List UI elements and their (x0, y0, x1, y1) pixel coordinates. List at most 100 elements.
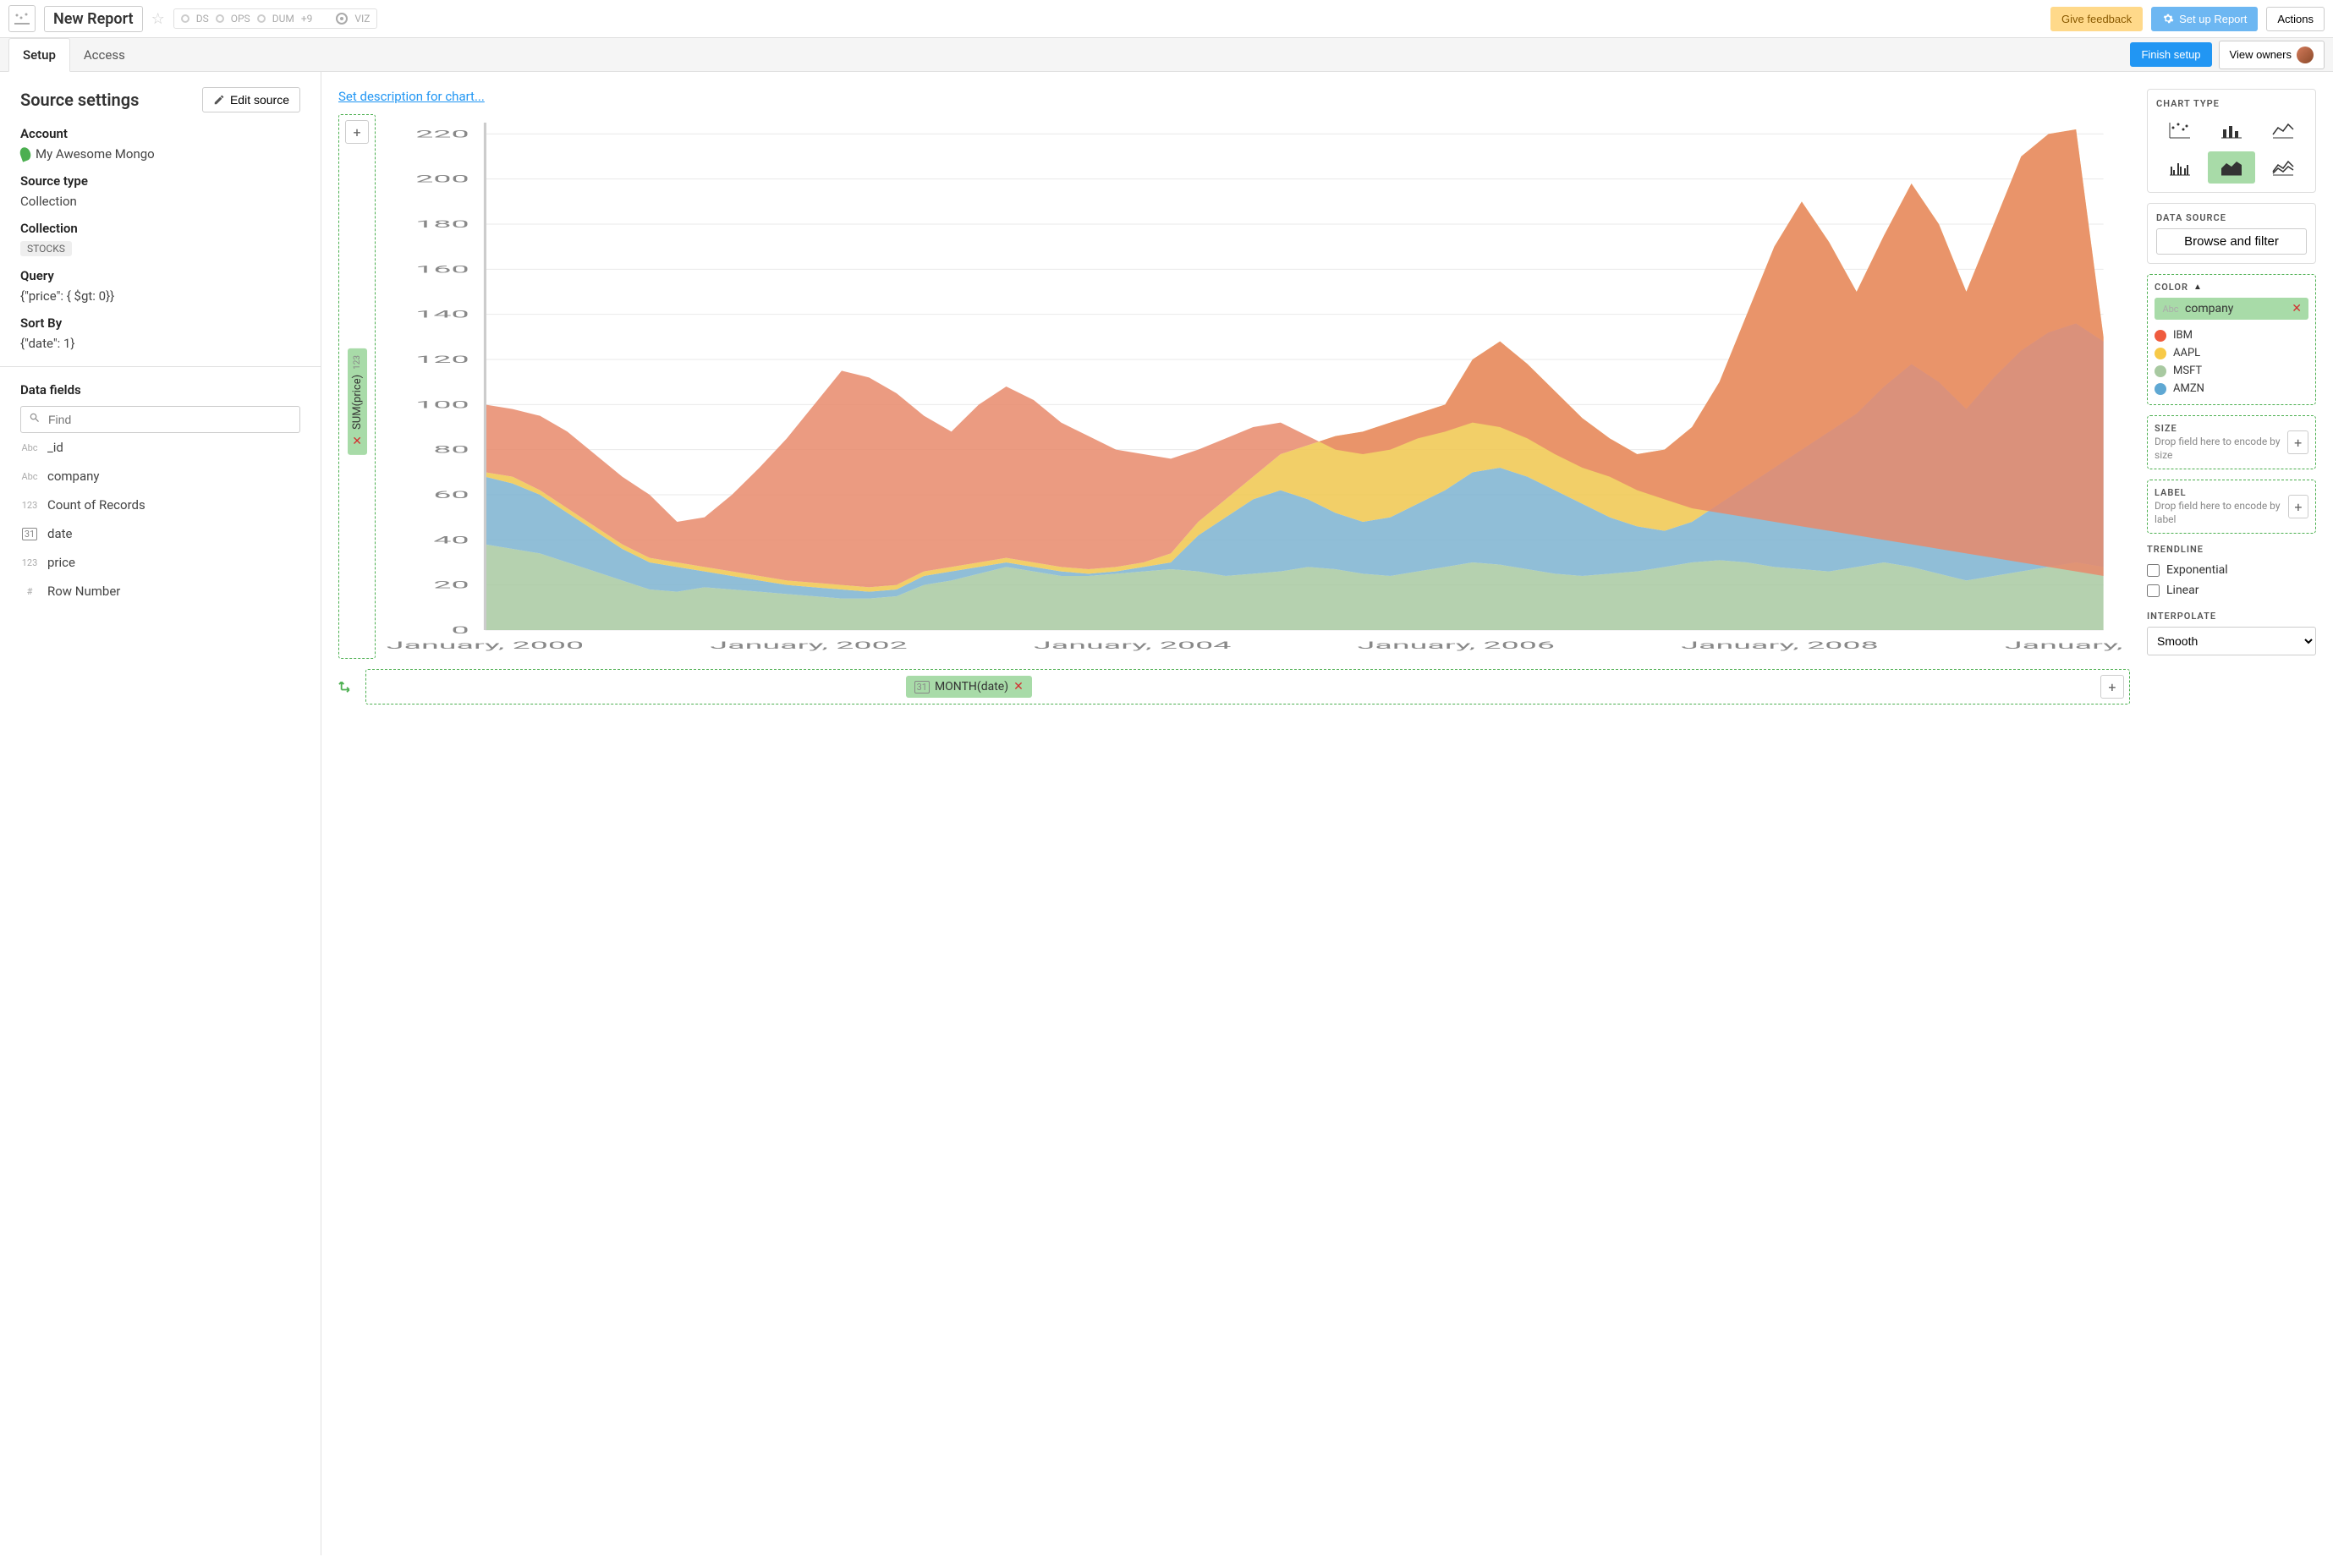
svg-text:20: 20 (433, 578, 469, 590)
account-label: Account (20, 126, 300, 141)
chart-type-scatter[interactable] (2156, 114, 2203, 146)
data-field-row[interactable]: #Row Number (20, 577, 300, 606)
text-type-icon: Abc (2161, 304, 2180, 315)
report-type-icon[interactable] (8, 5, 36, 32)
legend-dot (2155, 348, 2166, 359)
tag-more-count: +9 (301, 13, 313, 25)
target-icon (336, 13, 348, 25)
legend-dot (2155, 365, 2166, 377)
tabs-bar: Setup Access Finish setup View owners (0, 38, 2333, 72)
data-source-label: Data Source (2156, 212, 2307, 223)
set-description-link[interactable]: Set description for chart... (338, 89, 2130, 104)
tag-group[interactable]: DS OPS DUM +9 VIZ (173, 8, 378, 29)
tab-access[interactable]: Access (70, 39, 139, 71)
svg-text:140: 140 (415, 308, 469, 320)
y-axis-dropzone[interactable]: + ✕ SUM(price) 123 (338, 114, 376, 659)
label-dropzone[interactable]: Label Drop field here to encode by label… (2147, 480, 2316, 534)
add-y-field-button[interactable]: + (345, 120, 369, 144)
report-title[interactable]: New Report (44, 6, 143, 32)
svg-text:January, 2004: January, 2004 (1034, 639, 1232, 651)
give-feedback-button[interactable]: Give feedback (2050, 7, 2143, 31)
field-name: date (47, 526, 72, 541)
sidebar: Source settings Edit source Account My A… (0, 72, 321, 1555)
data-field-row[interactable]: Abc_id (20, 433, 300, 462)
field-name: _id (47, 440, 63, 455)
legend-row[interactable]: AAPL (2155, 344, 2308, 362)
interpolate-label: Interpolate (2147, 611, 2316, 622)
setup-report-button[interactable]: Set up Report (2151, 7, 2258, 31)
legend-text: AAPL (2173, 347, 2200, 359)
label-hint: Drop field here to encode by label (2155, 500, 2283, 526)
legend-text: IBM (2173, 329, 2193, 342)
chart-type-label: Chart Type (2156, 98, 2307, 109)
right-panel: Chart Type Data Source Browse and filter… (2147, 89, 2316, 1538)
chart-type-multi-line[interactable] (2260, 151, 2307, 184)
x-axis-dropzone[interactable]: 31 MONTH(date) ✕ + (365, 669, 2130, 705)
chart-type-grouped-bar[interactable] (2156, 151, 2203, 184)
y-field-label: SUM(price) (351, 375, 364, 430)
chart-type-bar[interactable] (2208, 114, 2254, 146)
svg-text:100: 100 (415, 398, 469, 410)
edit-source-button[interactable]: Edit source (202, 87, 300, 112)
color-label: Color (2155, 282, 2188, 293)
chevron-up-icon[interactable]: ▲ (2193, 282, 2202, 292)
trendline-linear-input[interactable] (2147, 584, 2160, 597)
view-owners-button[interactable]: View owners (2219, 41, 2325, 69)
interpolate-select[interactable]: Smooth (2147, 627, 2316, 655)
remove-x-field-icon[interactable]: ✕ (1013, 680, 1024, 694)
remove-y-field-icon[interactable]: ✕ (352, 435, 362, 448)
account-name: My Awesome Mongo (36, 146, 155, 162)
color-field-chip[interactable]: Abc company ✕ (2155, 298, 2308, 320)
data-field-row[interactable]: 31date (20, 519, 300, 548)
legend-text: AMZN (2173, 382, 2204, 395)
add-x-field-button[interactable]: + (2100, 675, 2124, 699)
legend-row[interactable]: IBM (2155, 326, 2308, 344)
browse-filter-button[interactable]: Browse and filter (2156, 228, 2307, 255)
svg-text:120: 120 (415, 354, 469, 365)
size-dropzone[interactable]: Size Drop field here to encode by size + (2147, 415, 2316, 469)
svg-text:160: 160 (415, 263, 469, 275)
find-input[interactable] (20, 406, 300, 433)
size-hint: Drop field here to encode by size (2155, 436, 2282, 462)
source-settings-title: Source settings (20, 90, 139, 110)
actions-button[interactable]: Actions (2266, 7, 2325, 31)
finish-setup-button[interactable]: Finish setup (2130, 42, 2211, 67)
field-name: price (47, 555, 75, 570)
field-type-icon: # (20, 586, 39, 597)
remove-color-field-icon[interactable]: ✕ (2292, 302, 2302, 315)
add-label-field-button[interactable]: + (2288, 495, 2308, 518)
y-field-chip[interactable]: ✕ SUM(price) 123 (348, 348, 367, 455)
legend-row[interactable]: AMZN (2155, 380, 2308, 397)
size-label: Size (2155, 423, 2282, 434)
tab-setup[interactable]: Setup (8, 38, 70, 72)
query-label: Query (20, 268, 300, 283)
x-field-label: MONTH(date) (935, 680, 1008, 694)
top-bar: New Report ☆ DS OPS DUM +9 VIZ Give feed… (0, 0, 2333, 38)
trendline-exponential-input[interactable] (2147, 564, 2160, 577)
tag-viz: VIZ (354, 13, 370, 25)
chart-type-line[interactable] (2260, 114, 2307, 146)
svg-text:40: 40 (433, 534, 469, 546)
trendline-linear-checkbox[interactable]: Linear (2147, 580, 2316, 600)
data-field-row[interactable]: 123Count of Records (20, 491, 300, 519)
color-dropzone[interactable]: Color ▲ Abc company ✕ IBM AAPL MSFT AMZN (2147, 274, 2316, 405)
edit-source-label: Edit source (230, 93, 289, 107)
date-type-icon: 31 (914, 681, 930, 694)
trendline-exponential-checkbox[interactable]: Exponential (2147, 560, 2316, 580)
favorite-star-icon[interactable]: ☆ (151, 10, 165, 28)
trendline-linear-text: Linear (2166, 584, 2199, 597)
legend-row[interactable]: MSFT (2155, 362, 2308, 380)
tag-dum: DUM (272, 13, 294, 25)
svg-text:January, 2008: January, 2008 (1681, 639, 1878, 651)
swap-axes-icon[interactable] (338, 676, 357, 699)
tag-dot-icon (181, 14, 189, 23)
collection-chip: STOCKS (20, 241, 72, 256)
data-field-row[interactable]: 123price (20, 548, 300, 577)
svg-text:180: 180 (415, 218, 469, 230)
number-type-icon: 123 (353, 355, 362, 370)
data-field-row[interactable]: Abccompany (20, 462, 300, 491)
x-field-chip[interactable]: 31 MONTH(date) ✕ (906, 676, 1032, 698)
svg-text:220: 220 (415, 128, 469, 140)
chart-type-area[interactable] (2208, 151, 2254, 184)
add-size-field-button[interactable]: + (2287, 430, 2308, 454)
